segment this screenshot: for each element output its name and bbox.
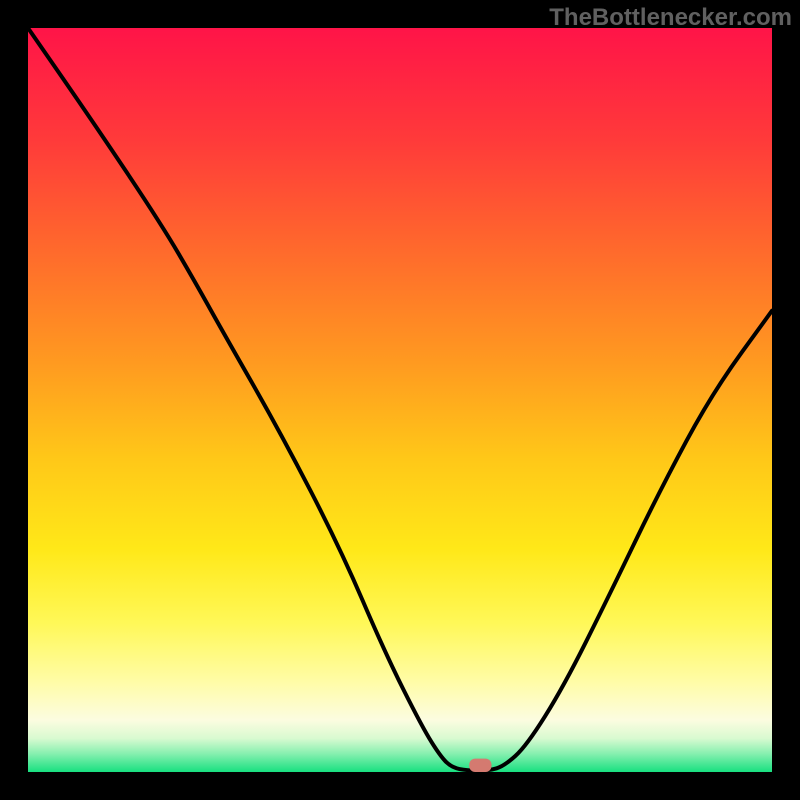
watermark-text: TheBottlenecker.com: [549, 4, 792, 32]
chart-container: TheBottlenecker.com: [0, 0, 800, 800]
bottleneck-chart: [0, 0, 800, 800]
